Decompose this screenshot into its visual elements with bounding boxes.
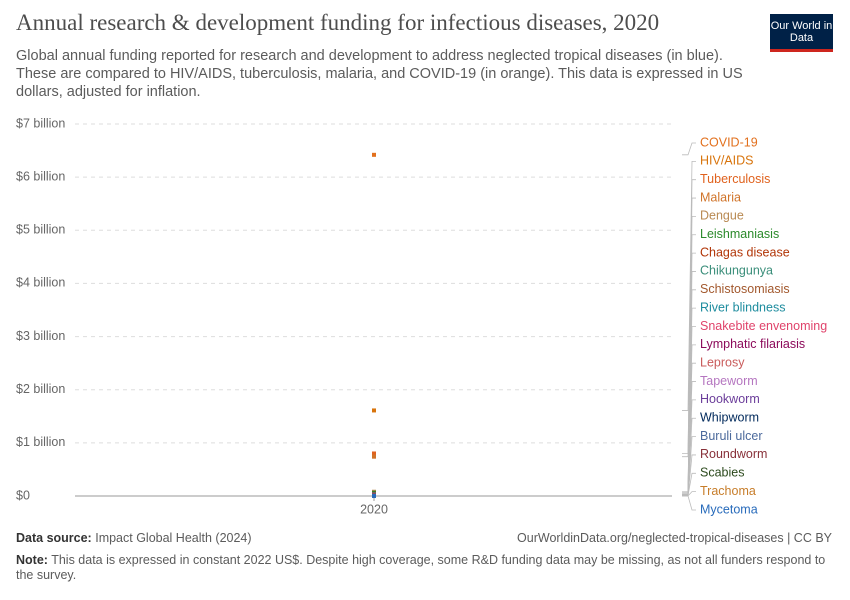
legend-label[interactable]: Mycetoma [700,502,758,516]
note-label: Note: [16,553,48,567]
legend-label[interactable]: Chagas disease [700,245,790,259]
note: Note: This data is expressed in constant… [16,553,831,583]
legend-label[interactable]: Dengue [700,209,744,223]
legend-label[interactable]: Roundworm [700,447,767,461]
data-source: Data source: Impact Global Health (2024) [16,531,252,545]
y-tick-label: $1 billion [16,435,65,449]
legend-label[interactable]: HIV/AIDS [700,154,754,168]
legend-label[interactable]: Buruli ulcer [700,429,763,443]
point [372,152,376,157]
y-tick-label: $7 billion [16,116,65,130]
chart-subtitle: Global annual funding reported for resea… [16,48,743,100]
legend-label[interactable]: Snakebite envenoming [700,319,827,333]
legend-label[interactable]: COVID-19 [700,135,758,149]
label-connector [682,142,696,156]
point [372,493,376,498]
legend-label[interactable]: Lymphatic filariasis [700,337,805,351]
legend-label[interactable]: Trachoma [700,484,756,498]
url[interactable]: OurWorldinData.org/neglected-tropical-di… [517,531,832,545]
y-tick-label: $4 billion [16,276,65,290]
legend-label[interactable]: Scabies [700,466,744,480]
legend-label[interactable]: Schistosomiasis [700,282,790,296]
logo[interactable]: Our World in Data [770,14,833,52]
legend-label[interactable]: Hookworm [700,392,760,406]
source: Impact Global Health (2024) [95,531,252,545]
note-text: This data is expressed in constant 2022 … [16,553,826,582]
y-tick-label: $6 billion [16,169,65,183]
label-connector [682,495,696,511]
point [372,408,376,413]
legend-label[interactable]: Chikungunya [700,264,773,278]
legend-label[interactable]: Leishmaniasis [700,227,779,241]
legend-label[interactable]: Malaria [700,190,741,204]
source-label: Data source: [16,531,92,545]
legend-label[interactable]: Tapeworm [700,374,758,388]
y-tick-label: $3 billion [16,329,65,343]
legend-label[interactable]: Tuberculosis [700,172,770,186]
chart-title: Annual research & development funding fo… [16,10,660,35]
point [372,454,376,459]
legend-label[interactable]: Leprosy [700,355,745,369]
y-tick-label: $2 billion [16,382,65,396]
y-tick-label: $5 billion [16,223,65,237]
label-connector [682,160,696,411]
x-tick-label: 2020 [360,502,388,516]
legend-label[interactable]: Whipworm [700,411,759,425]
point [372,451,376,456]
legend-label[interactable]: River blindness [700,300,785,314]
y-tick-label: $0 [16,488,30,502]
